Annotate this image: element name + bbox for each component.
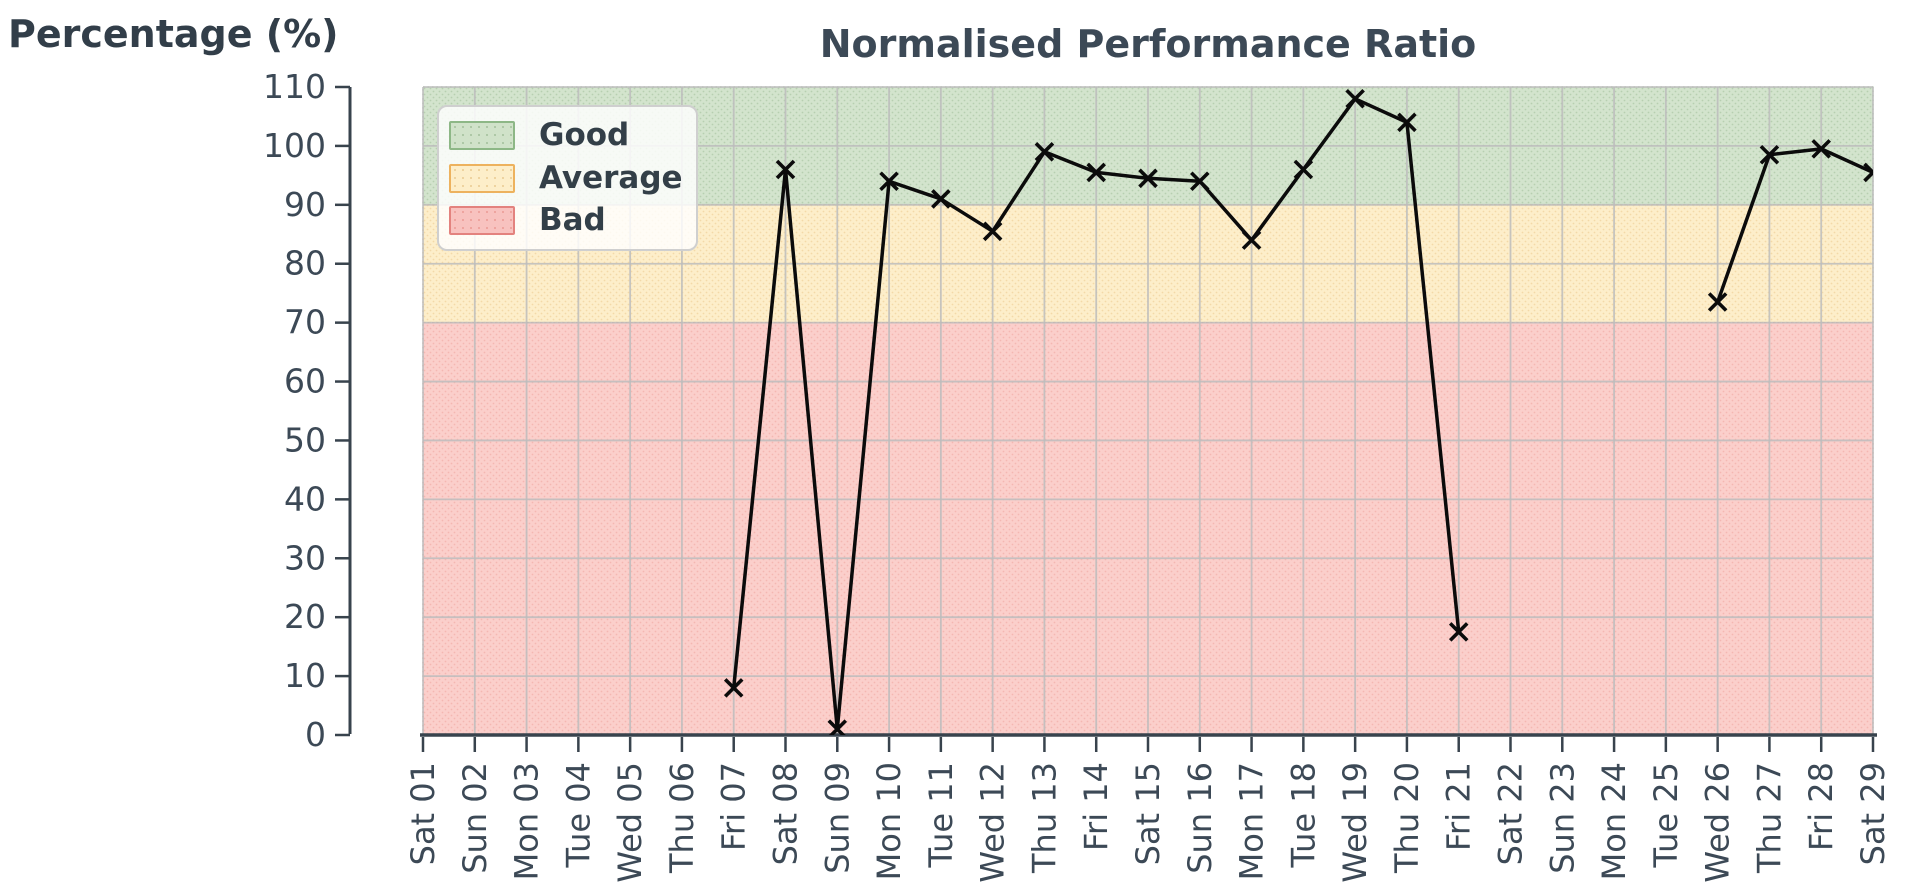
data-point-marker	[1241, 230, 1262, 250]
data-point-marker	[827, 719, 848, 735]
x-tick-label: Tue 25	[1647, 762, 1685, 869]
good-band-swatch	[449, 121, 515, 151]
data-series	[723, 89, 1873, 735]
x-tick-label: Wed 26	[1699, 762, 1737, 883]
x-tick-label: Sat 01	[404, 762, 442, 865]
x-tick-label: Thu 20	[1388, 762, 1426, 874]
x-tick-label: Fri 14	[1077, 762, 1115, 851]
average-band-swatch	[449, 163, 515, 193]
data-point-marker	[931, 189, 951, 209]
x-tick-label: Sun 02	[456, 762, 494, 874]
chart-title: Normalised Performance Ratio	[819, 22, 1477, 66]
x-tick-label: Sun 09	[818, 762, 856, 874]
x-tick-label: Sun 16	[1181, 762, 1219, 874]
data-line	[1715, 147, 1873, 303]
data-point-marker	[982, 221, 1003, 242]
x-tick-label: Sat 22	[1492, 762, 1530, 865]
x-tick-label: Sat 15	[1129, 762, 1167, 865]
data-point-marker	[1345, 89, 1365, 109]
x-tick-label: Mon 24	[1595, 762, 1633, 880]
x-tick-label: Mon 03	[508, 762, 546, 880]
x-tick-label: Wed 19	[1336, 762, 1374, 883]
data-point-marker	[1811, 139, 1831, 159]
x-tick-label: Mon 10	[870, 762, 908, 880]
legend-item-average: Average	[449, 159, 696, 196]
chart-legend: Good Average Bad	[437, 105, 698, 251]
y-tick-label: 100	[263, 126, 326, 165]
x-tick-label: Wed 12	[974, 762, 1012, 883]
legend-item-good: Good	[449, 120, 696, 151]
x-tick-label: Mon 17	[1233, 762, 1271, 880]
data-point-marker	[1863, 162, 1873, 183]
y-tick-label: 80	[284, 244, 326, 283]
bad-band-swatch	[449, 205, 515, 235]
x-tick-label: Fri 21	[1440, 762, 1478, 851]
data-point-marker	[879, 171, 899, 192]
y-tick-label: 10	[284, 656, 326, 695]
x-tick-label: Tue 18	[1284, 762, 1322, 869]
data-point-marker	[775, 159, 796, 180]
data-point-marker	[1190, 171, 1210, 192]
data-point-marker	[723, 678, 744, 698]
data-point-marker	[1138, 168, 1158, 189]
y-tick-label: 30	[284, 538, 326, 577]
x-tick-label: Sun 23	[1543, 762, 1581, 874]
y-tick-label: 60	[284, 362, 326, 401]
y-axis-title: Percentage (%)	[8, 12, 339, 56]
x-tick-label: Sat 08	[767, 762, 805, 865]
x-tick-label: Sat 29	[1854, 762, 1892, 865]
legend-label-bad: Bad	[539, 201, 606, 238]
y-tick-label: 70	[284, 303, 326, 342]
y-tick-label: 50	[284, 420, 326, 459]
legend-item-bad: Bad	[449, 201, 696, 238]
data-point-marker	[1034, 142, 1055, 162]
legend-label-good: Good	[539, 117, 630, 154]
x-tick-label: Thu 13	[1025, 762, 1063, 874]
data-point-marker	[1397, 112, 1417, 133]
x-tick-label: Thu 06	[663, 762, 701, 874]
x-tick-label: Tue 11	[922, 762, 960, 869]
x-tick-label: Wed 05	[611, 762, 649, 883]
x-tick-label: Tue 04	[559, 762, 597, 869]
y-tick-label: 40	[284, 479, 326, 518]
data-point-marker	[1759, 144, 1780, 165]
data-point-marker	[1086, 162, 1106, 183]
data-point-marker	[1293, 159, 1314, 180]
data-point-marker	[1448, 622, 1469, 642]
data-point-marker	[1707, 292, 1728, 312]
legend-label-average: Average	[539, 159, 683, 196]
x-tick-label: Thu 27	[1750, 762, 1788, 874]
y-tick-label: 20	[284, 597, 326, 636]
y-tick-label: 110	[263, 67, 326, 106]
y-tick-label: 0	[305, 715, 326, 754]
x-tick-label: Fri 07	[715, 762, 753, 851]
y-tick-label: 90	[284, 185, 326, 224]
x-tick-label: Fri 28	[1802, 762, 1840, 851]
